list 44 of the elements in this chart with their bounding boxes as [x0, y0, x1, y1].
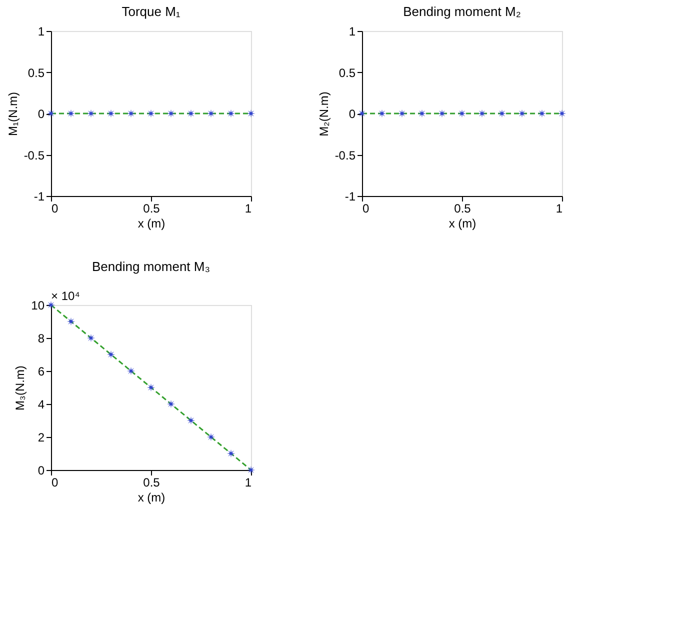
point [126, 366, 136, 376]
x-axis-title: x (m) [448, 216, 476, 230]
y-axis-title: M₂(N.m) [316, 92, 331, 136]
x-tick-label: 0 [362, 202, 370, 216]
x-tick-label: 0.5 [143, 476, 160, 490]
point [166, 400, 176, 408]
text: × 10⁴ [51, 289, 80, 303]
y-tick-label: 4 [38, 398, 45, 412]
y-tick-label: 2 [38, 430, 45, 444]
point [106, 350, 116, 359]
y-tick-label: 1 [38, 24, 45, 38]
y-tick-label: -0.5 [334, 148, 356, 162]
x-tick-label: 1 [244, 202, 252, 216]
x-axis-title: x (m) [138, 216, 166, 230]
point [146, 383, 156, 392]
point [86, 334, 96, 342]
y-tick-label: 6 [38, 364, 45, 378]
chart-title: Bending moment M₂ [403, 4, 521, 19]
y-tick-label: 8 [38, 332, 45, 346]
y-axis-title: M₃(N.m) [13, 366, 28, 410]
chart-title: Torque M₁ [122, 4, 181, 19]
y-tick-label: -0.5 [24, 148, 45, 162]
x-tick-label: 0 [52, 476, 58, 490]
point [186, 416, 196, 425]
y-tick-label: 0 [348, 107, 356, 121]
point [206, 432, 216, 442]
y-tick-label: -1 [344, 190, 356, 204]
x-tick-label: 1 [556, 202, 563, 216]
y-tick-label: 0 [38, 107, 45, 121]
y-tick-label: 1 [348, 24, 356, 38]
y-tick-label: 10 [31, 298, 45, 312]
x-tick-label: 1 [244, 476, 252, 490]
point [226, 449, 236, 458]
x-axis-title: x (m) [138, 490, 166, 504]
x-tick-label: 0.5 [143, 202, 160, 216]
x-tick-label: 0 [52, 202, 58, 216]
y-tick-label: 0.5 [28, 66, 45, 80]
y-tick-label: 0 [38, 464, 45, 478]
y-tick-label: -1 [34, 190, 45, 204]
x-tick-label: 0.5 [454, 202, 472, 216]
y-tick-label: 0.5 [338, 66, 356, 80]
chart-title: Bending moment M₃ [92, 259, 210, 274]
point [66, 317, 76, 326]
y-axis-title: M₁(N.m) [6, 92, 20, 136]
